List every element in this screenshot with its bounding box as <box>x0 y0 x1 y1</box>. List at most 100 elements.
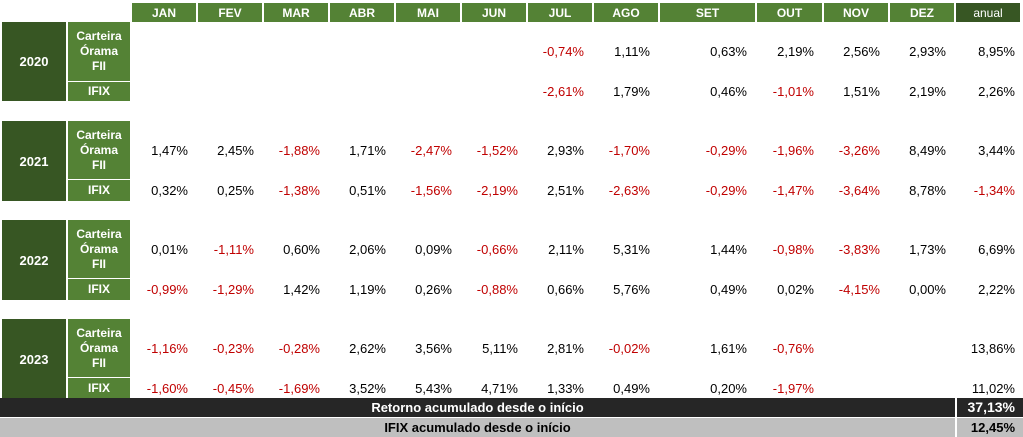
value-cell: -2,61% <box>542 84 584 99</box>
value-cell <box>330 82 394 101</box>
value-cell: -0,29% <box>705 183 747 198</box>
annual-cell: 6,69% <box>978 241 1015 257</box>
value-cell: -1,29% <box>212 282 254 297</box>
value-cell: -0,29% <box>705 142 747 158</box>
year-label-2020: 2020 <box>2 22 66 101</box>
value-cell: 2,62% <box>349 340 386 356</box>
value-cell: 1,42% <box>283 282 320 297</box>
value-cell: -1,56% <box>410 183 452 198</box>
value-cell: -1,47% <box>772 183 814 198</box>
value-cell: 0,60% <box>283 241 320 257</box>
footer-divider <box>955 418 957 437</box>
value-cell: 2,51% <box>547 183 584 198</box>
month-header-fev: FEV <box>198 3 262 22</box>
value-cell: 8,49% <box>909 142 946 158</box>
value-cell <box>198 22 262 81</box>
value-cell: -3,83% <box>838 241 880 257</box>
month-header-jul: JUL <box>528 3 592 22</box>
row-label-text: IFIX <box>87 84 110 98</box>
value-cell: 1,47% <box>151 142 188 158</box>
value-cell <box>890 319 954 377</box>
annual-cell: -1,34% <box>973 183 1015 198</box>
row-label-text: Carteira Órama FII <box>76 325 122 370</box>
value-cell: -3,64% <box>838 183 880 198</box>
value-cell: 1,33% <box>547 381 584 396</box>
value-cell: -1,16% <box>146 340 188 356</box>
value-cell: -2,63% <box>608 183 650 198</box>
row-label-text: IFIX <box>87 282 110 296</box>
value-cell: 2,93% <box>547 142 584 158</box>
row-label-ifix: IFIX <box>68 378 130 399</box>
value-cell: -1,01% <box>772 84 814 99</box>
value-cell <box>396 22 460 81</box>
value-cell <box>264 82 328 101</box>
value-cell: 0,46% <box>710 84 747 99</box>
value-cell: -1,96% <box>772 142 814 158</box>
value-cell: 5,31% <box>613 241 650 257</box>
value-cell: 2,81% <box>547 340 584 356</box>
value-cell: -0,88% <box>476 282 518 297</box>
month-header-jun: JUN <box>462 3 526 22</box>
value-cell: 8,78% <box>909 183 946 198</box>
cumulative-return-value: 37,13% <box>967 399 1015 415</box>
value-cell: -0,74% <box>542 44 584 59</box>
value-cell: -1,70% <box>608 142 650 158</box>
cumulative-return-bar: Retorno acumulado desde o início 37,13% <box>0 398 1023 417</box>
value-cell: -0,99% <box>146 282 188 297</box>
value-cell: 0,02% <box>777 282 814 297</box>
row-label-text: Carteira Órama FII <box>76 127 122 172</box>
value-cell: -2,47% <box>410 142 452 158</box>
value-cell: 3,56% <box>415 340 452 356</box>
value-cell <box>132 82 196 101</box>
value-cell: 0,01% <box>151 241 188 257</box>
value-cell <box>198 82 262 101</box>
value-cell: -0,66% <box>476 241 518 257</box>
value-cell <box>264 22 328 81</box>
year-label-2023: 2023 <box>2 319 66 399</box>
row-label-carteira: Carteira Órama FII <box>68 319 130 377</box>
annual-header: anual <box>956 3 1020 22</box>
value-cell: -1,60% <box>146 381 188 396</box>
row-label-ifix: IFIX <box>68 279 130 300</box>
value-cell: 0,51% <box>349 183 386 198</box>
value-cell <box>132 22 196 81</box>
value-cell: 5,11% <box>482 340 518 356</box>
value-cell <box>890 378 954 399</box>
value-cell: 0,00% <box>909 282 946 297</box>
value-cell: -0,45% <box>212 381 254 396</box>
value-cell: -1,97% <box>772 381 814 396</box>
value-cell: 2,19% <box>777 44 814 59</box>
value-cell: -1,69% <box>278 381 320 396</box>
annual-cell: 2,22% <box>978 282 1015 297</box>
row-label-text: IFIX <box>87 183 110 197</box>
value-cell: 0,49% <box>710 282 747 297</box>
value-cell: 2,06% <box>349 241 386 257</box>
value-cell: -0,76% <box>772 340 814 356</box>
value-cell: -1,52% <box>476 142 518 158</box>
year-label-2022: 2022 <box>2 220 66 300</box>
value-cell: -2,19% <box>476 183 518 198</box>
value-cell: 5,43% <box>415 381 452 396</box>
row-label-text: Carteira Órama FII <box>76 226 122 271</box>
row-label-carteira: Carteira Órama FII <box>68 121 130 179</box>
value-cell: -1,88% <box>278 142 320 158</box>
row-label-carteira: Carteira Órama FII <box>68 22 130 81</box>
value-cell: 1,44% <box>710 241 747 257</box>
value-cell: -1,38% <box>278 183 320 198</box>
value-cell: -3,26% <box>838 142 880 158</box>
footer-divider <box>955 398 957 417</box>
annual-cell: 13,86% <box>970 340 1015 356</box>
ifix-cumulative-value: 12,45% <box>970 420 1015 435</box>
value-cell <box>824 319 888 377</box>
row-label-carteira: Carteira Órama FII <box>68 220 130 278</box>
value-cell: 0,49% <box>613 381 650 396</box>
value-cell: 0,66% <box>547 282 584 297</box>
month-header-nov: NOV <box>824 3 888 22</box>
value-cell: 0,25% <box>217 183 254 198</box>
value-cell: 0,09% <box>415 241 452 257</box>
value-cell: 3,52% <box>349 381 386 396</box>
annual-cell: 8,95% <box>978 44 1015 59</box>
value-cell <box>824 378 888 399</box>
value-cell: 2,93% <box>909 44 946 59</box>
month-header-abr: ABR <box>330 3 394 22</box>
